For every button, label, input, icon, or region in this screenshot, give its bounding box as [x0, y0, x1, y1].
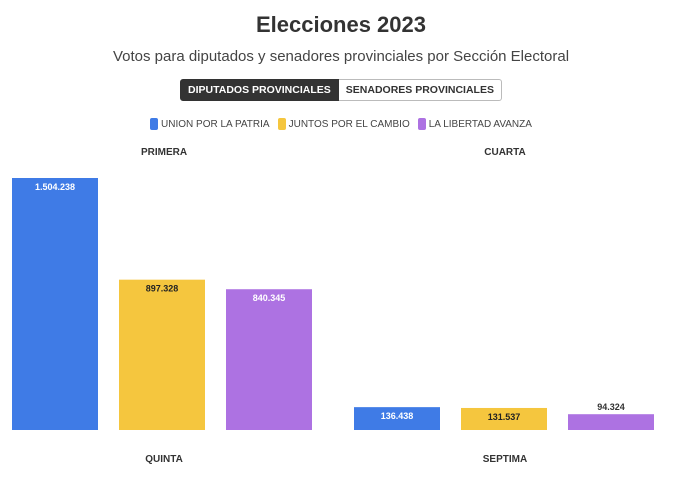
- legend: UNION POR LA PATRIA JUNTOS POR EL CAMBIO…: [0, 118, 682, 130]
- bar-0-0: [12, 178, 98, 430]
- legend-item-juntos-por-el-cambio[interactable]: JUNTOS POR EL CAMBIO: [277, 118, 410, 130]
- bar-1-2: [568, 414, 654, 430]
- section-label-cuarta: CUARTA: [484, 147, 525, 158]
- bar-0-2: [226, 289, 312, 430]
- bar-value-label: 131.537: [488, 412, 521, 422]
- bar-1-1: [461, 407, 547, 430]
- legend-swatch: [277, 118, 286, 130]
- chart-title: Elecciones 2023: [255, 12, 426, 37]
- bar-value-label: 136.438: [381, 411, 414, 421]
- bar-1-0: [354, 407, 440, 430]
- section-label-septima: SEPTIMA: [483, 454, 527, 465]
- chart-subtitle: Votos para diputados y senadores provinc…: [112, 48, 570, 65]
- legend-label: LA LIBERTAD AVANZA: [428, 118, 532, 130]
- bar-value-label: 94.324: [597, 402, 625, 412]
- legend-label: JUNTOS POR EL CAMBIO: [288, 118, 410, 130]
- legend-swatch: [417, 118, 426, 130]
- legend-item-la-libertad-avanza[interactable]: LA LIBERTAD AVANZA: [417, 118, 532, 130]
- bar-value-label: 1.504.238: [35, 182, 75, 192]
- legend-label: UNION POR LA PATRIA: [161, 118, 270, 130]
- legend-item-union-por-la-patria[interactable]: UNION POR LA PATRIA: [150, 118, 270, 130]
- bar-0-1: [119, 279, 205, 430]
- tab-senadores-provinciales[interactable]: SENADORES PROVINCIALES: [338, 79, 502, 101]
- section-label-primera: PRIMERA: [141, 147, 187, 158]
- tab-group: DIPUTADOS PROVINCIALES SENADORES PROVINC…: [0, 79, 682, 101]
- legend-swatch: [150, 118, 159, 130]
- section-label-quinta: QUINTA: [145, 454, 183, 465]
- tab-diputados-provinciales[interactable]: DIPUTADOS PROVINCIALES: [180, 79, 339, 101]
- bar-value-label: 897.328: [146, 284, 179, 294]
- bar-value-label: 840.345: [253, 293, 286, 303]
